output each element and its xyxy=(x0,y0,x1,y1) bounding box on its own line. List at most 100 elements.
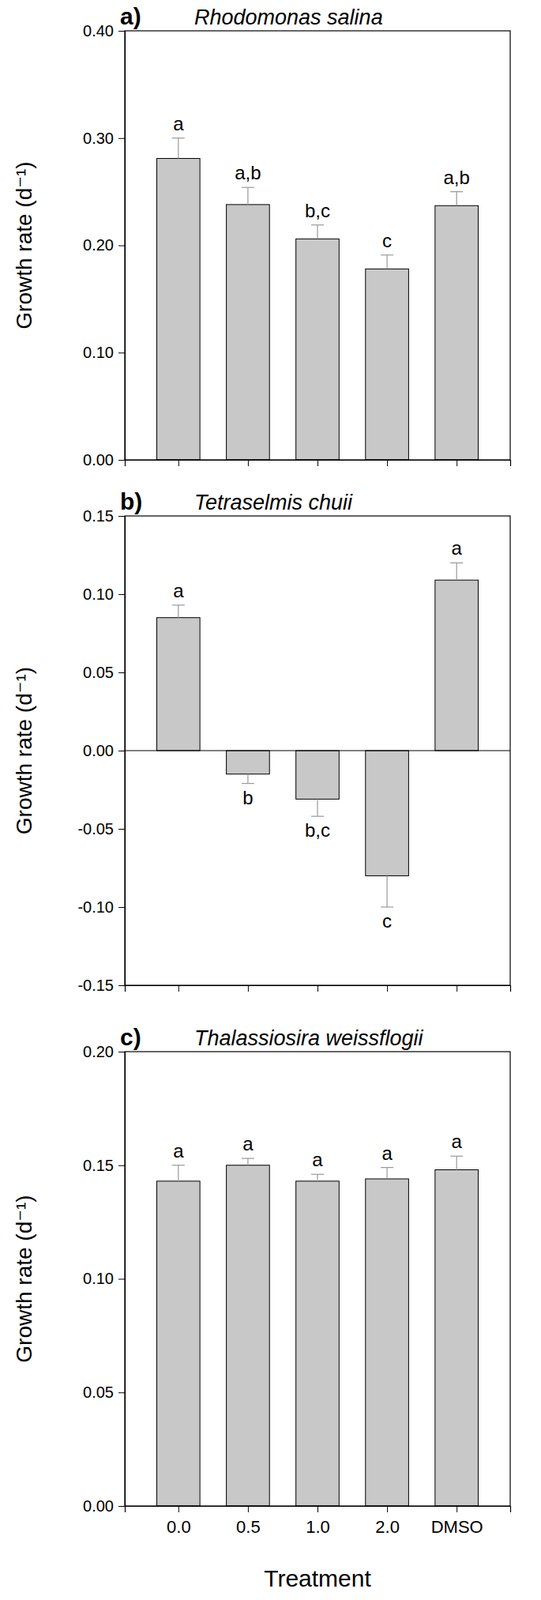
y-tick-label: 0.00 xyxy=(82,1496,114,1515)
x-axis-line xyxy=(125,985,511,992)
x-tick-mark xyxy=(317,1505,319,1512)
error-cap xyxy=(311,815,324,817)
zero-line xyxy=(124,750,511,752)
error-cap xyxy=(450,562,463,564)
error-stem xyxy=(247,773,248,784)
x-tick-label: 1.0 xyxy=(305,1516,331,1537)
error-cap xyxy=(172,137,185,139)
x-tick xyxy=(247,459,249,466)
group-letter: c xyxy=(382,229,392,252)
y-tick: 0.00 xyxy=(82,741,125,759)
panel: -0.15-0.10-0.050.000.050.100.15abb,ccab)… xyxy=(11,488,511,994)
panel: 0.000.100.200.300.40aa,bb,cca,ba)Rhodomo… xyxy=(11,3,511,469)
bar xyxy=(157,617,201,751)
error-cap xyxy=(172,1164,185,1165)
error-bar xyxy=(311,225,324,240)
title: Tetraselmis chuii xyxy=(194,490,354,515)
bar xyxy=(365,750,410,876)
group-letter: a xyxy=(172,112,185,135)
y-tick: 0.05 xyxy=(82,663,125,681)
y-tick-mark xyxy=(118,352,125,354)
x-tick xyxy=(178,984,180,992)
error-bar xyxy=(311,798,324,816)
x-axis xyxy=(125,459,511,466)
y-tick: 0.05 xyxy=(82,1382,125,1401)
error-stem xyxy=(247,1157,248,1165)
error-bar xyxy=(380,875,394,907)
bar xyxy=(435,579,479,751)
error-cap xyxy=(241,1157,255,1159)
group-letter: a xyxy=(172,579,185,602)
panel-label: c) xyxy=(120,1023,142,1050)
y-tick-label: -0.15 xyxy=(77,976,114,994)
group-letter: b,c xyxy=(304,819,331,841)
error-bar xyxy=(380,255,394,270)
error-stem xyxy=(386,875,387,907)
x-tick xyxy=(456,459,458,466)
y-tick: 0.00 xyxy=(82,1496,125,1515)
x-tick xyxy=(317,459,319,466)
y-tick-mark xyxy=(118,1505,125,1507)
title: Thalassiosira weissflogii xyxy=(194,1025,425,1050)
x-tick: 0.0 xyxy=(166,1505,192,1537)
x-tick-label: 0.0 xyxy=(166,1516,192,1537)
group-letter: a,b xyxy=(443,166,470,188)
error-bar xyxy=(380,1167,394,1179)
y-tick-label: 0.30 xyxy=(82,129,114,147)
error-bar xyxy=(241,1157,255,1165)
y-tick: -0.10 xyxy=(77,897,125,916)
y-tick-mark xyxy=(118,672,125,673)
y-axis-title: Growth rate (d⁻¹) xyxy=(11,161,37,329)
y-tick-label: -0.05 xyxy=(77,819,114,838)
error-stem xyxy=(386,255,387,270)
error-stem xyxy=(177,1164,179,1181)
bar xyxy=(226,1164,271,1506)
x-tick: 0.5 xyxy=(236,1505,261,1537)
x-tick-mark xyxy=(386,984,388,992)
group-letter: a xyxy=(450,537,463,559)
bar xyxy=(226,750,271,774)
x-tick-mark xyxy=(178,1505,180,1512)
panel-label: b) xyxy=(120,488,143,515)
x-tick: 1.0 xyxy=(305,1505,331,1537)
error-bar xyxy=(450,1155,463,1169)
group-letter: a xyxy=(450,1130,463,1152)
error-cap xyxy=(311,1173,324,1175)
bar xyxy=(157,158,201,460)
error-cap xyxy=(450,1155,463,1157)
plot-frame xyxy=(124,30,511,460)
y-axis: 0.00 0.10 0.20 0.30 0.40 xyxy=(82,22,125,469)
x-tick-mark xyxy=(178,459,180,466)
y-tick-mark xyxy=(118,1391,125,1393)
error-cap xyxy=(172,604,185,605)
y-tick: 0.40 xyxy=(82,22,125,40)
x-tick-label: DMSO xyxy=(431,1516,484,1537)
y-tick-label: 0.10 xyxy=(82,343,114,361)
y-tick: 0.30 xyxy=(82,129,125,147)
y-tick-label: 0.00 xyxy=(82,741,114,759)
y-tick-label: 0.05 xyxy=(82,663,114,681)
y-tick: 0.15 xyxy=(82,1156,125,1174)
error-cap xyxy=(241,187,255,188)
error-stem xyxy=(177,138,179,159)
x-tick-mark xyxy=(247,459,249,466)
error-stem xyxy=(386,1167,387,1179)
y-axis: -0.15-0.10-0.050.000.050.100.15 xyxy=(77,507,125,994)
plot-frame xyxy=(124,1051,511,1506)
x-tick-mark xyxy=(386,1505,388,1512)
bar xyxy=(365,268,410,460)
y-tick-label: 0.20 xyxy=(82,1042,114,1060)
x-tick-mark xyxy=(317,459,319,466)
x-axis-line xyxy=(125,1506,511,1513)
x-tick xyxy=(317,984,319,992)
error-stem xyxy=(456,1155,458,1169)
x-tick: DMSO xyxy=(431,1505,484,1537)
group-letter: a xyxy=(242,1132,254,1154)
y-tick-label: 0.05 xyxy=(82,1382,114,1401)
x-tick-mark xyxy=(317,984,319,992)
y-tick: 0.00 xyxy=(82,450,125,469)
error-bar xyxy=(172,138,185,159)
y-tick: 0.20 xyxy=(82,236,125,254)
y-tick: 0.10 xyxy=(82,1269,125,1287)
y-axis-line xyxy=(118,516,126,986)
